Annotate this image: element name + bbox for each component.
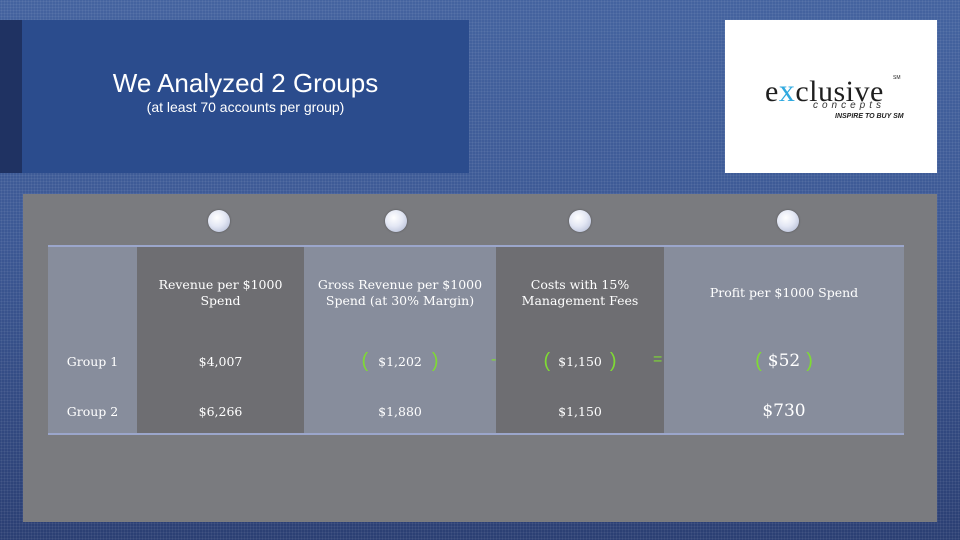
row1-costs-paren-open: ( xyxy=(543,349,551,372)
bullet-dot-3 xyxy=(569,210,591,232)
logo-word-end: clusive xyxy=(795,75,884,108)
header-revenue: Revenue per $1000 Spend xyxy=(158,277,283,308)
table-top-rule xyxy=(48,245,904,247)
col-bg-gross xyxy=(304,245,496,435)
row2-profit: $730 xyxy=(762,401,806,421)
logo-word-x: x xyxy=(778,72,796,108)
bullet-dot-1 xyxy=(208,210,230,232)
row2-gross: $1,880 xyxy=(378,403,422,419)
company-logo: exclusive SM concepts INSPIRE TO BUY SM xyxy=(725,20,937,173)
row1-gross-value: $1,202 xyxy=(378,353,422,369)
header-gross-revenue: Gross Revenue per $1000 Spend (at 30% Ma… xyxy=(317,277,483,308)
row1-profit-value: $52 xyxy=(767,351,801,371)
header-label xyxy=(48,265,137,321)
equals-operator: = xyxy=(653,351,663,368)
logo-word-start: e xyxy=(765,75,779,108)
row1-label: Group 1 xyxy=(66,353,119,369)
col-bg-costs xyxy=(496,245,664,435)
logo-service-mark: SM xyxy=(893,75,901,81)
logo-tagline: INSPIRE TO BUY SM xyxy=(835,113,904,120)
logo-concepts: concepts xyxy=(813,100,886,111)
title-block: We Analyzed 2 Groups (at least 70 accoun… xyxy=(22,68,469,116)
col-bg-revenue xyxy=(137,245,304,435)
header-profit: Profit per $1000 Spend xyxy=(709,285,859,300)
row1-costs-paren-close: ) xyxy=(609,349,617,372)
row1-profit-paren-open: ( xyxy=(755,349,762,372)
minus-operator: - xyxy=(491,351,497,368)
row1-costs-value: $1,150 xyxy=(558,353,602,369)
row1-costs: ( $1,150 ) xyxy=(496,349,664,373)
logo-wordmark: exclusive xyxy=(765,72,884,109)
row1-profit: ( $52 ) xyxy=(664,349,904,373)
row2-costs: $1,150 xyxy=(558,403,602,419)
row1-gross: ( $1,202 ) xyxy=(304,349,496,373)
bullet-dot-2 xyxy=(385,210,407,232)
slide-title: We Analyzed 2 Groups xyxy=(112,68,379,98)
row1-gross-paren-close: ) xyxy=(431,349,439,372)
title-accent-stripe xyxy=(0,20,22,173)
row2-label: Group 2 xyxy=(66,403,119,419)
row1-profit-paren-close: ) xyxy=(806,349,813,372)
col-bg-profit xyxy=(664,245,904,435)
header-costs: Costs with 15% Management Fees xyxy=(521,277,639,308)
col-bg-label xyxy=(48,245,137,435)
row2-revenue: $6,266 xyxy=(198,403,243,419)
profit-table: Revenue per $1000 Spend Gross Revenue pe… xyxy=(48,245,904,435)
row1-gross-paren-open: ( xyxy=(361,349,369,372)
slide-subtitle: (at least 70 accounts per group) xyxy=(146,99,345,115)
bullet-dot-4 xyxy=(777,210,799,232)
content-panel: Revenue per $1000 Spend Gross Revenue pe… xyxy=(23,194,937,522)
table-bottom-rule xyxy=(48,433,904,435)
row1-revenue: $4,007 xyxy=(198,353,243,369)
title-box: We Analyzed 2 Groups (at least 70 accoun… xyxy=(0,20,469,173)
